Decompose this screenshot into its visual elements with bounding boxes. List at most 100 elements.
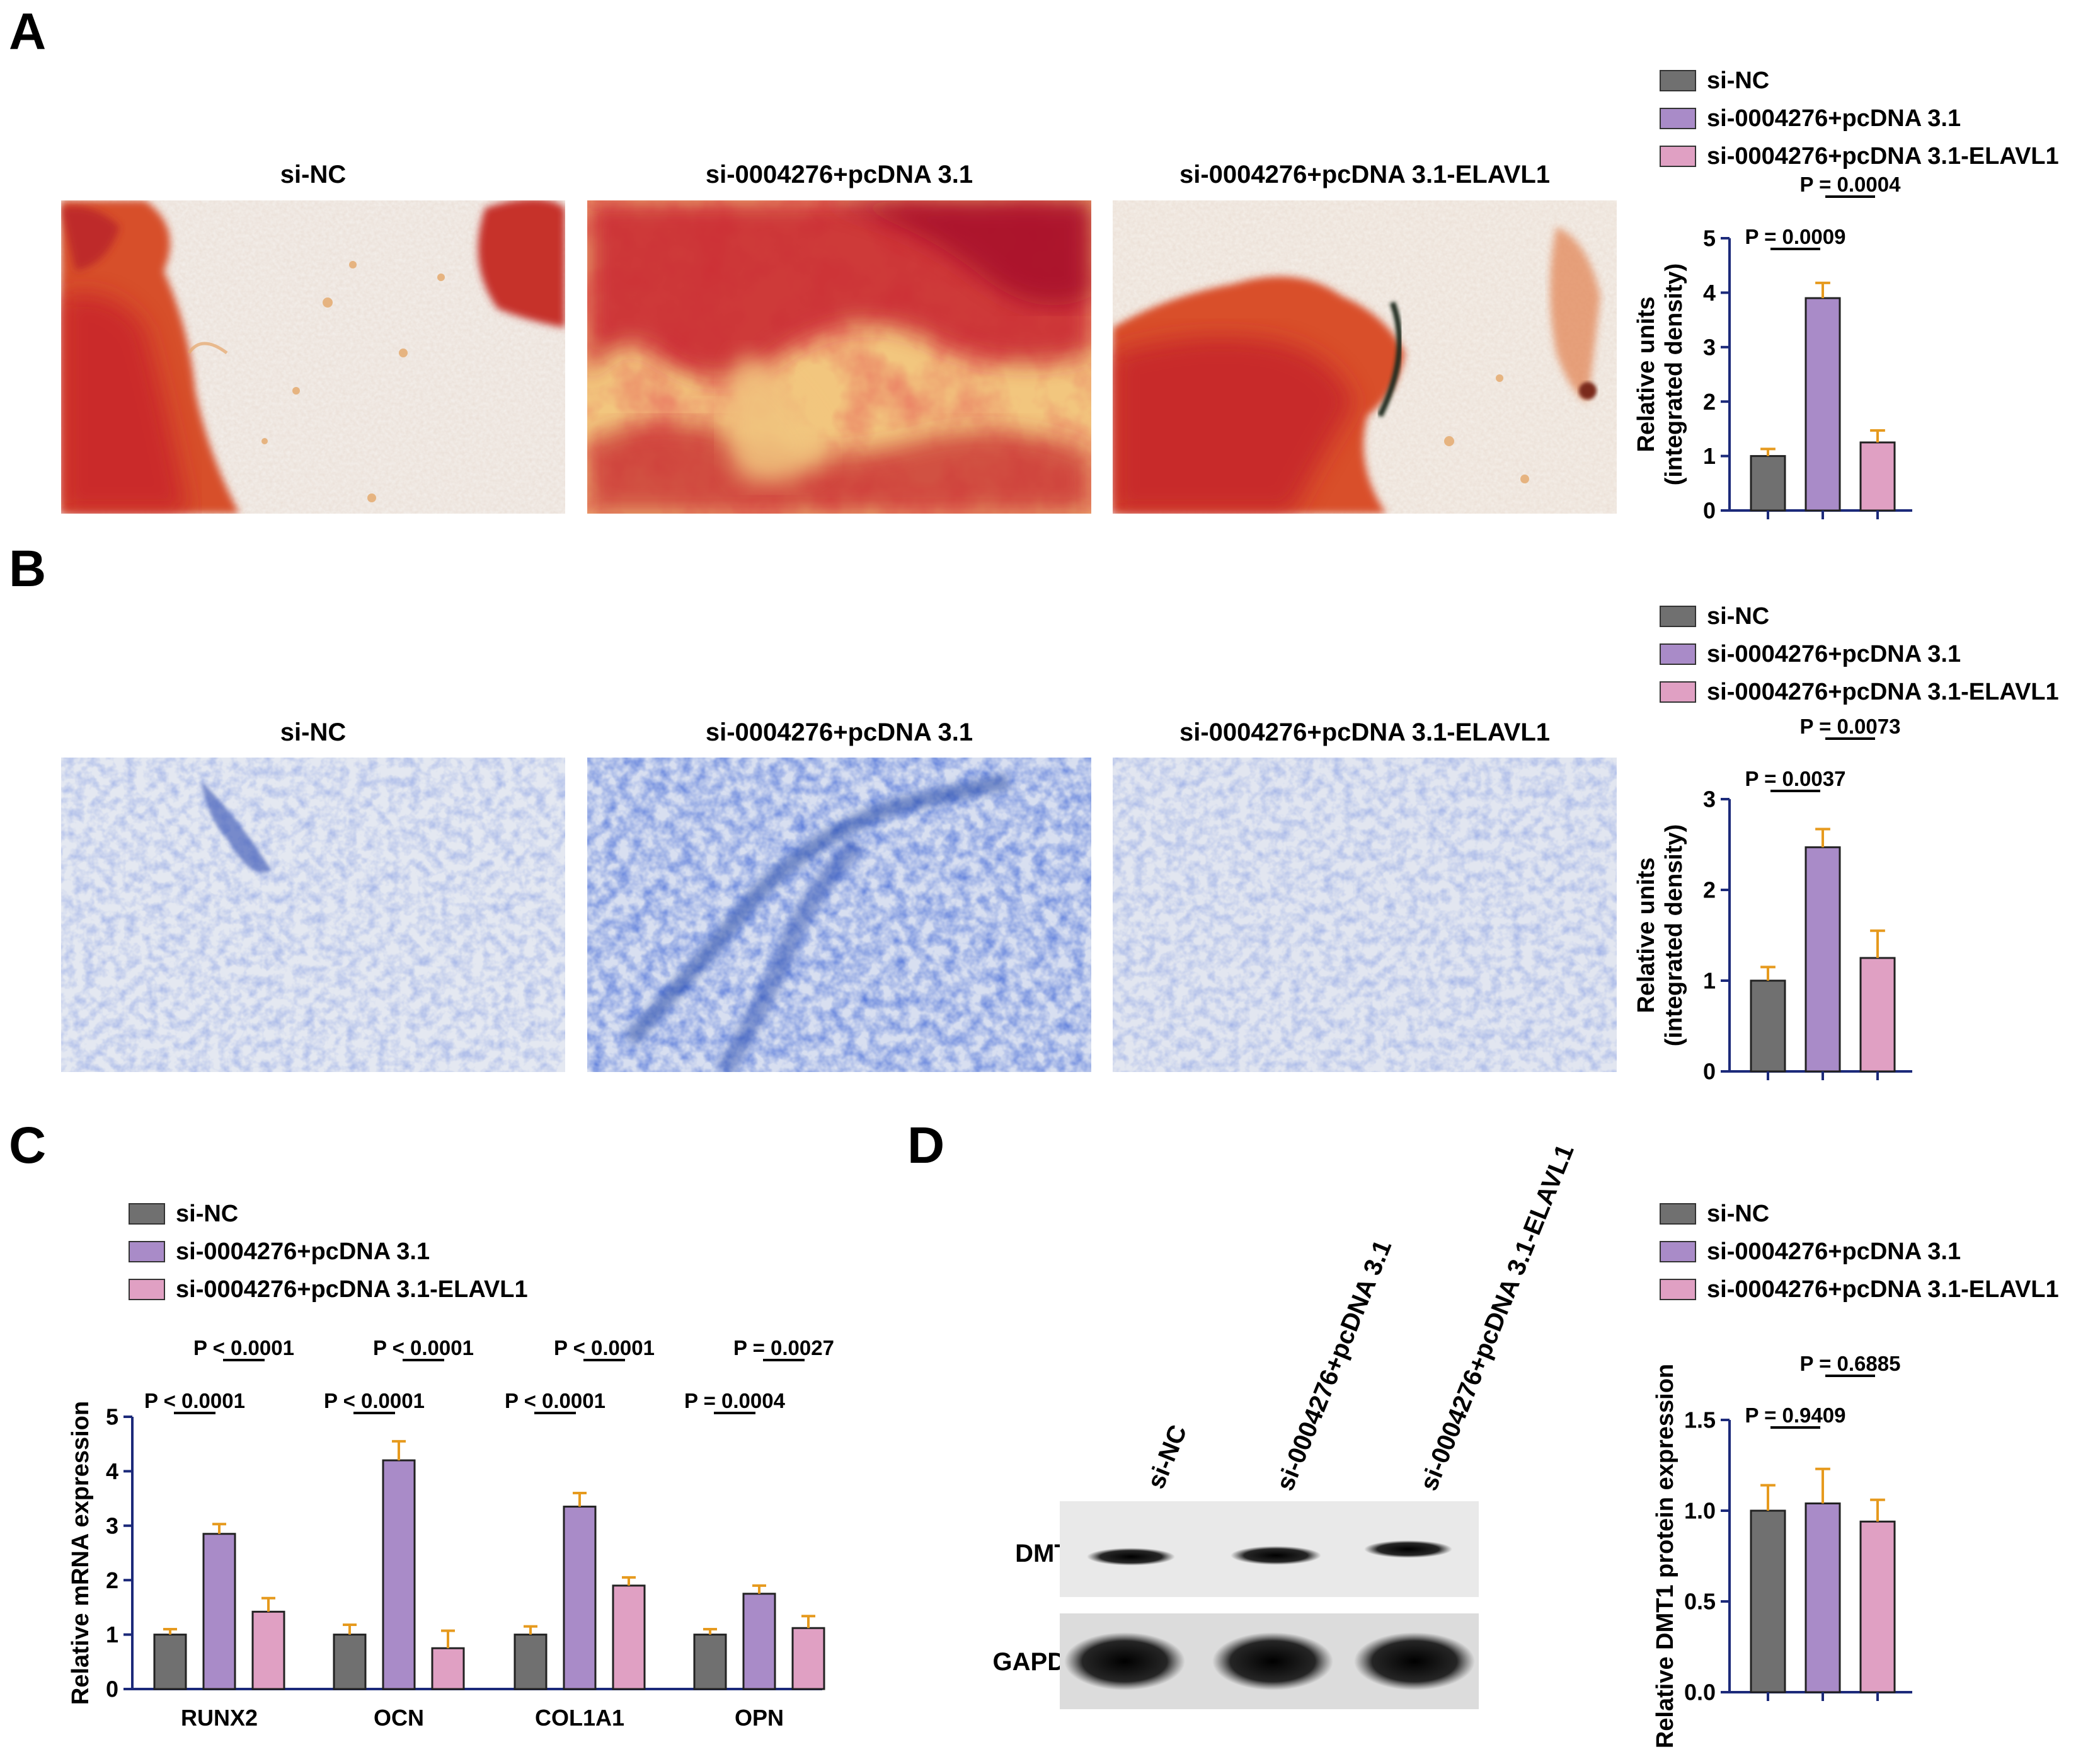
legend-label-1: si-NC (1707, 603, 1769, 630)
legend-label-3: si-0004276+pcDNA 3.1-ELAVL1 (1707, 1276, 2059, 1303)
p-value-label: P < 0.0001 (554, 1336, 655, 1359)
blot-band-dmt1-lane-1 (1087, 1548, 1175, 1566)
panel-b-micrograph-si-nc (61, 758, 565, 1072)
y-tick-label: 2 (106, 1567, 118, 1593)
y-tick-label: 5 (1703, 226, 1716, 251)
panel-b-micrograph-si-0004276-pcdna-elavl1 (1113, 758, 1617, 1072)
bar-1 (1750, 455, 1786, 512)
legend-label-3: si-0004276+pcDNA 3.1-ELAVL1 (1707, 679, 2059, 705)
p-value-label: P < 0.0001 (324, 1389, 425, 1412)
bar-col1a1-3 (612, 1584, 646, 1690)
legend-swatch-3 (129, 1279, 165, 1300)
panel-d-bar-chart: si-NC si-0004276+pcDNA 3.1 si-0004276+pcDN… (1652, 1201, 2059, 1748)
panel-a-image-title-3: si-0004276+pcDNA 3.1-ELAVL1 (1179, 161, 1550, 188)
y-tick-label: 2 (1703, 389, 1716, 415)
legend-label-1: si-NC (176, 1201, 238, 1227)
panel-b-micrograph-si-0004276-pcdna (587, 758, 1091, 1072)
legend-swatch-3 (1660, 146, 1696, 167)
bar-ocn-2 (382, 1459, 416, 1690)
legend-swatch-1 (1660, 1203, 1696, 1225)
y-tick-label: 0.0 (1684, 1680, 1716, 1705)
y-tick-label: 4 (106, 1458, 118, 1484)
panel-b-image-title-1: si-NC (280, 718, 346, 746)
y-axis-label: (integrated density) (1661, 263, 1687, 486)
legend-swatch-2 (129, 1241, 165, 1262)
p-value-label: P = 0.6885 (1800, 1352, 1901, 1375)
bar-opn-1 (693, 1634, 727, 1690)
p-value-label: P = 0.9409 (1745, 1404, 1846, 1427)
panel-label-c: C (9, 1117, 46, 1174)
bar-1 (1750, 1509, 1786, 1693)
legend-swatch-1 (1660, 70, 1696, 91)
bar-opn-3 (791, 1627, 825, 1690)
panel-a-image-title-2: si-0004276+pcDNA 3.1 (706, 161, 973, 188)
p-value-label: P = 0.0004 (1800, 173, 1902, 196)
legend-label-3: si-0004276+pcDNA 3.1-ELAVL1 (176, 1276, 528, 1303)
y-tick-label: 1 (1703, 443, 1716, 469)
bar-1 (1750, 979, 1786, 1073)
y-axis-label: Relative DMT1 protein expression (1652, 1364, 1678, 1748)
y-tick-label: 0.5 (1684, 1589, 1716, 1615)
legend-swatch-3 (1660, 681, 1696, 703)
y-axis-label: Relative units (1633, 296, 1660, 452)
panel-label-d: D (907, 1117, 944, 1174)
blot-band-dmt1-lane-3 (1364, 1540, 1452, 1558)
y-axis-label: Relative mRNA expression (67, 1401, 94, 1705)
y-tick-label: 0 (106, 1676, 118, 1702)
blot-band-gapdh-lane-3 (1354, 1632, 1475, 1690)
panel-a-micrograph-si-nc (61, 200, 565, 514)
p-value-label: P = 0.0004 (684, 1389, 786, 1412)
y-tick-label: 1.5 (1684, 1407, 1716, 1433)
y-tick-label: 1 (1703, 968, 1716, 994)
legend-swatch-2 (1660, 108, 1696, 129)
y-tick-label: 2 (1703, 877, 1716, 903)
legend-label-2: si-0004276+pcDNA 3.1 (1707, 1238, 1961, 1265)
bar-opn-2 (742, 1593, 776, 1690)
bar-col1a1-2 (563, 1506, 597, 1690)
legend-swatch-1 (129, 1203, 165, 1225)
blot-band-gapdh-lane-2 (1212, 1632, 1333, 1690)
blot-lane-label-3: si-0004276+pcDNA 3.1-ELAVL1 (1415, 1141, 1580, 1495)
bar-3 (1859, 441, 1896, 512)
y-tick-label: 3 (106, 1513, 118, 1538)
panel-c-bar-chart: si-NC si-0004276+pcDNA 3.1 si-0004276+pcDN… (67, 1201, 834, 1731)
legend-label-3: si-0004276+pcDNA 3.1-ELAVL1 (1707, 143, 2059, 170)
panel-a-micrograph-si-0004276-pcdna-elavl1 (1113, 200, 1617, 514)
y-tick-label: 5 (106, 1404, 118, 1430)
panel-b-bar-chart: si-NC si-0004276+pcDNA 3.1 si-0004276+pcDN… (1633, 603, 2059, 1085)
blot-lane-label-1: si-NC (1142, 1421, 1193, 1492)
bar-3 (1859, 957, 1896, 1073)
bar-col1a1-1 (514, 1634, 548, 1690)
y-tick-label: 3 (1703, 787, 1716, 812)
legend-label-2: si-0004276+pcDNA 3.1 (1707, 105, 1961, 132)
legend-label-1: si-NC (1707, 1201, 1769, 1227)
legend-swatch-1 (1660, 606, 1696, 627)
panel-a-micrograph-si-0004276-pcdna (587, 200, 1091, 514)
y-tick-label: 1.0 (1684, 1498, 1716, 1524)
y-tick-label: 0 (1703, 498, 1716, 524)
p-value-label: P < 0.0001 (144, 1389, 245, 1412)
x-tick-label: RUNX2 (181, 1705, 258, 1731)
panel-label-b: B (9, 540, 46, 597)
bar-runx2-3 (251, 1610, 285, 1690)
p-value-label: P = 0.0009 (1745, 225, 1846, 248)
panel-b-image-title-2: si-0004276+pcDNA 3.1 (706, 718, 973, 746)
blot-band-gapdh-lane-1 (1064, 1632, 1185, 1690)
panel-b-image-title-3: si-0004276+pcDNA 3.1-ELAVL1 (1179, 718, 1550, 746)
legend-swatch-2 (1660, 1241, 1696, 1262)
y-tick-label: 1 (106, 1622, 118, 1647)
legend-swatch-2 (1660, 643, 1696, 665)
panel-label-a: A (9, 3, 46, 61)
y-tick-label: 4 (1703, 280, 1716, 306)
legend-label-1: si-NC (1707, 67, 1769, 94)
bar-2 (1805, 1502, 1841, 1693)
panel-d-western-blot: si-NC si-0004276+pcDNA 3.1 si-0004276+pc… (993, 1141, 1580, 1709)
bar-ocn-3 (431, 1647, 465, 1690)
p-value-label: P < 0.0001 (505, 1389, 605, 1412)
bar-ocn-1 (333, 1634, 367, 1690)
panel-a-bar-chart: si-NC si-0004276+pcDNA 3.1 si-0004276+pcDN… (1633, 67, 2059, 524)
p-value-label: P < 0.0001 (373, 1336, 474, 1359)
blot-band-dmt1-lane-2 (1231, 1546, 1321, 1565)
legend-swatch-3 (1660, 1279, 1696, 1300)
